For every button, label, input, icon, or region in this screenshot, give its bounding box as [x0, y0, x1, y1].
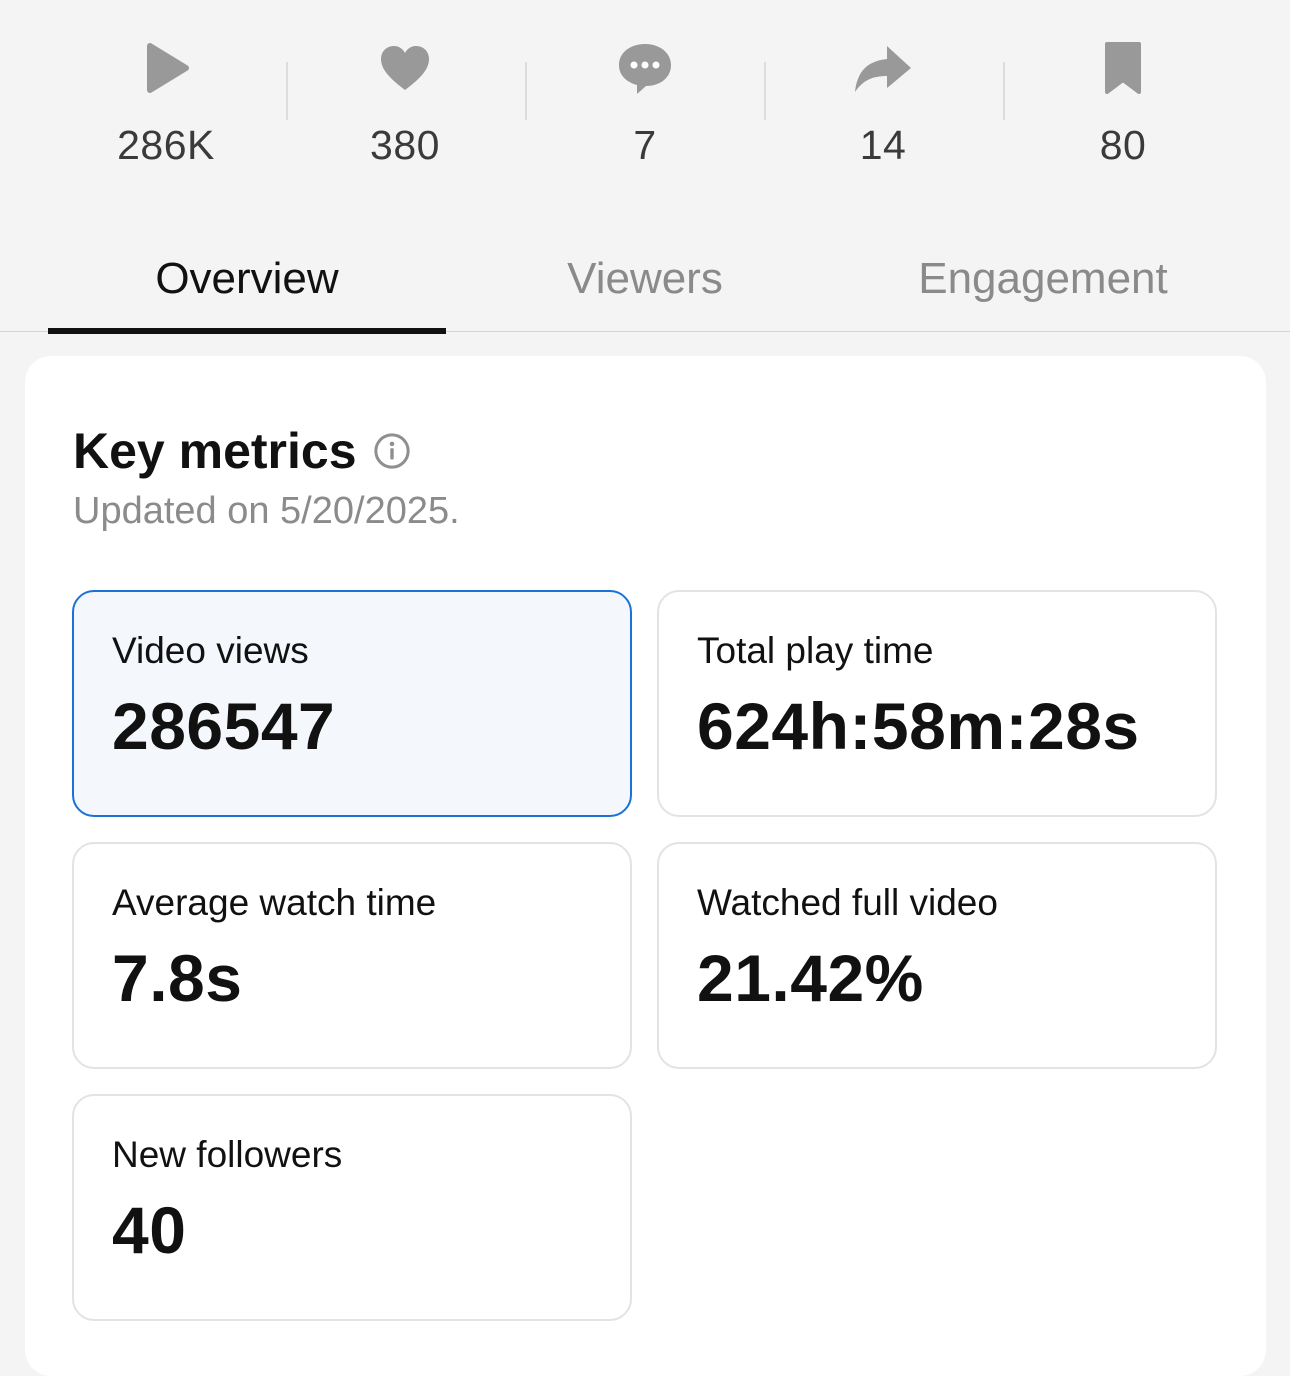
key-metrics-card: Key metrics Updated on 5/20/2025. Video …: [25, 356, 1266, 1376]
tab-engagement[interactable]: Engagement: [918, 254, 1168, 303]
heart-icon: [373, 36, 437, 100]
divider: [764, 62, 766, 120]
stats-bar: 286K 380 7 14 80: [0, 0, 1290, 210]
updated-date: Updated on 5/20/2025.: [73, 490, 460, 532]
metric-card-watched-full-video[interactable]: Watched full video 21.42%: [657, 842, 1217, 1069]
share-icon: [851, 36, 915, 100]
divider: [525, 62, 527, 120]
metric-value: 40: [112, 1193, 187, 1267]
metric-label: New followers: [112, 1134, 343, 1175]
divider: [286, 62, 288, 120]
metric-card-total-play-time[interactable]: Total play time 624h:58m:28s: [657, 590, 1217, 817]
metric-label: Average watch time: [112, 882, 437, 923]
metric-value: 21.42%: [697, 941, 924, 1015]
stat-count: 80: [1099, 122, 1147, 168]
metric-label: Watched full video: [697, 882, 998, 923]
comment-icon: [613, 36, 677, 100]
metric-label: Total play time: [697, 630, 934, 671]
metric-card-new-followers[interactable]: New followers 40: [72, 1094, 632, 1321]
divider: [1003, 62, 1005, 120]
metric-card-video-views[interactable]: Video views 286547: [72, 590, 632, 817]
metric-card-average-watch-time[interactable]: Average watch time 7.8s: [72, 842, 632, 1069]
stat-comments[interactable]: 7: [545, 36, 745, 186]
key-metrics-header: Key metrics: [73, 422, 411, 480]
play-icon: [134, 36, 198, 100]
tab-overview[interactable]: Overview: [48, 226, 446, 334]
tab-viewers[interactable]: Viewers: [567, 254, 723, 303]
bookmark-icon: [1091, 36, 1155, 100]
metric-value: 624h:58m:28s: [697, 689, 1140, 763]
metric-value: 286547: [112, 689, 336, 763]
stat-count: 14: [859, 122, 907, 168]
tab-bar: Overview Viewers Engagement: [0, 226, 1290, 334]
metric-label: Video views: [112, 630, 309, 671]
info-icon[interactable]: [373, 432, 411, 470]
stat-likes[interactable]: 380: [305, 36, 505, 186]
stat-count: 7: [633, 122, 657, 168]
stat-saves[interactable]: 80: [1023, 36, 1223, 186]
stat-views[interactable]: 286K: [66, 36, 266, 186]
stat-count: 286K: [117, 122, 215, 168]
key-metrics-title: Key metrics: [73, 423, 357, 479]
stat-shares[interactable]: 14: [783, 36, 983, 186]
metric-value: 7.8s: [112, 941, 243, 1015]
stat-count: 380: [370, 122, 440, 168]
